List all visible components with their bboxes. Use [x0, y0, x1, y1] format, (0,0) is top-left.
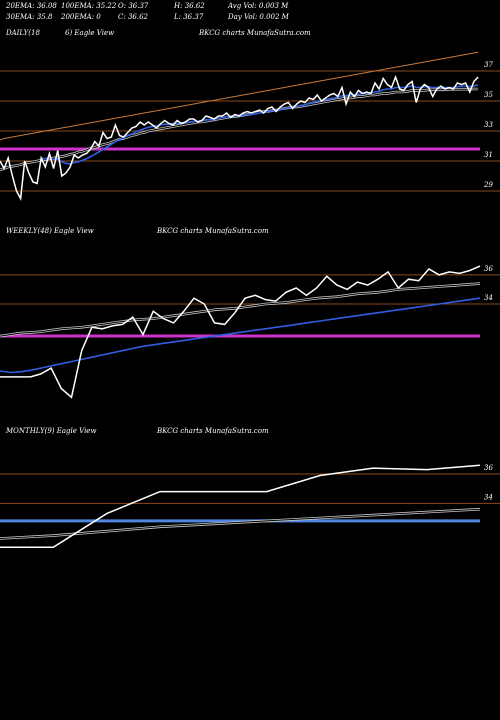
- weekly-tick-label: 34: [484, 294, 493, 302]
- daily-panel-title: DAILY(18: [6, 29, 40, 37]
- stat-avg-vol: Avg Vol: 0.003 M: [228, 2, 289, 10]
- daily-price-line: [0, 74, 479, 201]
- stat-30ema: 30EMA: 35.8: [6, 13, 53, 21]
- daily-ema-brown-line: [0, 51, 479, 141]
- daily-ema-short-line: [41, 84, 479, 165]
- daily-tick-label: 31: [484, 151, 493, 159]
- stat-100ema: 100EMA: 35.22: [61, 2, 117, 10]
- daily-tick-label: 29: [483, 181, 493, 189]
- weekly-ema-long-core: [0, 283, 481, 337]
- monthly-tick-label: 36: [484, 464, 493, 472]
- stat-low: L: 36.37: [174, 13, 204, 21]
- monthly-ema-long-core: [0, 508, 481, 539]
- monthly-chart: 36 34: [0, 464, 500, 549]
- stat-200ema: 200EMA: 0: [61, 13, 101, 21]
- weekly-panel-title: WEEKLY(48) Eagle View: [6, 227, 94, 235]
- daily-chart: 37 35 33 31 29: [0, 51, 500, 201]
- stat-20ema: 20EMA: 36.08: [6, 2, 57, 10]
- daily-tick-label: 33: [484, 121, 493, 129]
- weekly-chart: 36 34: [0, 265, 500, 399]
- monthly-price-line: [0, 464, 481, 549]
- stat-open: O: 36.37: [118, 2, 149, 10]
- weekly-panel-source: BKCG charts MunafaSutra.com: [157, 227, 269, 235]
- daily-panel-source: BKCG charts MunafaSutra.com: [199, 29, 311, 37]
- daily-panel-subtitle: 6) Eagle View: [65, 29, 115, 37]
- stat-close: C: 36.62: [118, 13, 148, 21]
- stat-day-vol: Day Vol: 0.002 M: [228, 13, 289, 21]
- monthly-tick-label: 34: [484, 493, 493, 501]
- monthly-panel-title: MONTHLY(9) Eagle View: [6, 427, 97, 435]
- daily-tick-label: 37: [484, 61, 493, 69]
- weekly-tick-label: 36: [484, 265, 493, 273]
- stat-high: H: 36.62: [174, 2, 205, 10]
- daily-tick-label: 35: [484, 91, 493, 99]
- monthly-panel-source: BKCG charts MunafaSutra.com: [157, 427, 269, 435]
- weekly-price-line: [0, 265, 481, 399]
